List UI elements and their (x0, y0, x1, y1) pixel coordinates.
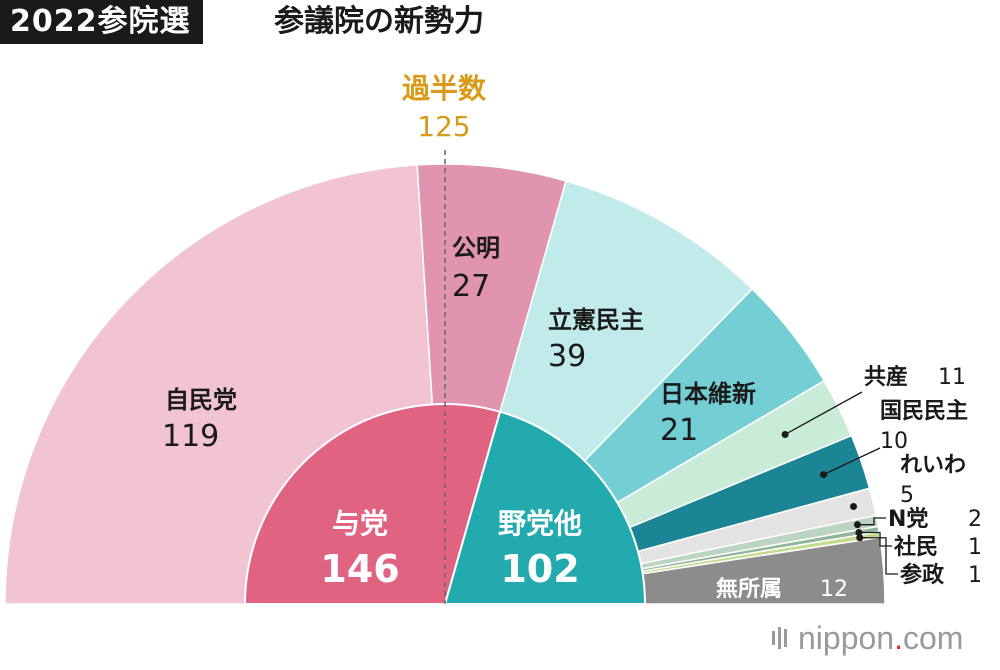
leader-line-8 (857, 517, 886, 526)
party-value-7: 5 (900, 483, 914, 508)
party-value-4: 21 (660, 413, 698, 448)
leader-line-10 (859, 537, 898, 575)
leader-dot-7 (850, 502, 858, 510)
party-value-2: 27 (452, 269, 490, 304)
leader-line-6 (823, 447, 881, 476)
party-name-10: 参政 (900, 562, 945, 588)
majority-value: 125 (417, 110, 470, 143)
bloc-value-2: 102 (500, 547, 579, 591)
bloc-name-1: 与党 (332, 507, 388, 540)
logo-mark-icon (772, 627, 790, 649)
party-value-3: 39 (548, 339, 586, 374)
bloc-segment-1 (243, 403, 502, 605)
party-value-10: 1 (968, 563, 982, 588)
party-value-5: 11 (938, 365, 966, 390)
party-value-6: 10 (880, 429, 908, 454)
party-name-2: 公明 (452, 234, 500, 262)
bloc-name-2: 野党他 (498, 507, 582, 540)
party-value-11: 12 (820, 577, 848, 602)
party-name-9: 社民 (894, 534, 938, 560)
party-value-9: 1 (968, 535, 982, 560)
party-segments (4, 163, 886, 605)
bloc-segments (243, 403, 647, 605)
majority-label: 過半数 (402, 72, 487, 105)
bloc-segment-2 (443, 410, 647, 605)
party-name-5: 共産 (864, 364, 908, 390)
logo-suffix: com (902, 619, 964, 656)
party-name-6: 国民民主 (880, 399, 968, 424)
election-tag: 2022参院選 (0, 0, 203, 44)
bloc-value-1: 146 (320, 547, 399, 591)
party-name-8: N党 (888, 507, 928, 532)
party-value-8: 2 (968, 507, 982, 532)
chart-title: 参議院の新勢力 (274, 4, 484, 39)
party-name-1: 自民党 (165, 386, 237, 414)
logo-name: nippon (798, 619, 895, 656)
party-name-11: 無所属 (716, 576, 782, 602)
nippon-logo: nippon. com (772, 618, 963, 658)
party-name-7: れいわ (900, 453, 966, 478)
party-value-1: 119 (162, 419, 219, 454)
leader-line-5 (784, 391, 863, 436)
party-name-3: 立憲民主 (548, 306, 644, 334)
label-leaders (781, 391, 898, 575)
logo-dot: . (894, 619, 903, 656)
party-name-4: 日本維新 (660, 380, 756, 408)
